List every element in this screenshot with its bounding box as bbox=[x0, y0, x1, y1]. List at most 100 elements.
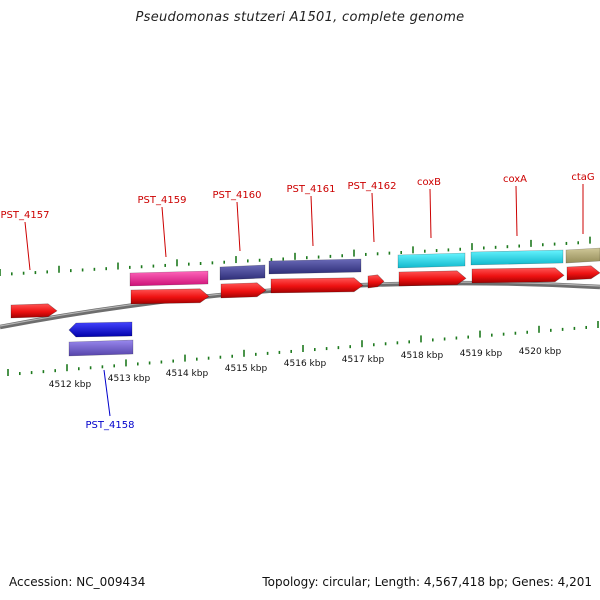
outer-track-major-tick bbox=[235, 256, 237, 264]
outer-track-major-tick bbox=[117, 262, 119, 270]
inner-track-minor-tick bbox=[573, 326, 576, 330]
inner-track-minor-tick bbox=[443, 337, 446, 341]
inner-track-major-tick bbox=[125, 359, 127, 367]
inner-track-minor-tick bbox=[455, 336, 458, 340]
inner-track-minor-tick bbox=[78, 367, 80, 371]
feature-box-pst-4158[interactable] bbox=[68, 339, 134, 357]
inner-track-minor-tick bbox=[561, 327, 564, 331]
gene-label-pst-4162[interactable]: PST_4162 bbox=[348, 181, 397, 192]
outer-track-minor-tick bbox=[518, 244, 520, 248]
inner-track-minor-tick bbox=[349, 345, 351, 349]
gene-label-pst-4161[interactable]: PST_4161 bbox=[287, 184, 336, 195]
axis-label-4514: 4514 kbp bbox=[166, 369, 209, 379]
inner-track-minor-tick bbox=[526, 330, 528, 334]
map-title: Pseudomonas stutzeri A1501, complete gen… bbox=[135, 10, 465, 25]
outer-track-minor-tick bbox=[46, 270, 48, 274]
outer-track-minor-tick bbox=[22, 271, 25, 275]
feature-box-coxa[interactable] bbox=[470, 249, 564, 266]
gene-label-ctag[interactable]: ctaG bbox=[571, 172, 594, 183]
outer-track-minor-tick bbox=[365, 252, 367, 256]
feature-box-coxb[interactable] bbox=[397, 252, 466, 269]
cds-arrow-coxb[interactable] bbox=[398, 270, 467, 287]
cds-arrow-pst-4158[interactable] bbox=[68, 321, 133, 338]
genome-summary-text: Topology: circular; Length: 4,567,418 bp… bbox=[262, 575, 592, 589]
inner-track-minor-tick bbox=[432, 338, 434, 342]
cds-arrow-coxa[interactable] bbox=[471, 267, 565, 284]
inner-track-minor-tick bbox=[160, 360, 163, 364]
cds-arrow-pst-4162[interactable] bbox=[367, 274, 385, 289]
cds-arrow-pst-4161[interactable] bbox=[270, 277, 364, 294]
outer-track-minor-tick bbox=[341, 254, 343, 258]
inner-track-minor-tick bbox=[42, 370, 45, 374]
outer-track-minor-tick bbox=[553, 242, 556, 246]
gene-label-pst-4159[interactable]: PST_4159 bbox=[138, 195, 187, 206]
inner-track-major-tick bbox=[479, 330, 481, 338]
cds-arrow-pst-4159[interactable] bbox=[130, 288, 210, 305]
inner-track-minor-tick bbox=[550, 328, 552, 332]
inner-track-major-tick bbox=[420, 335, 422, 343]
outer-track-minor-tick bbox=[258, 258, 261, 262]
outer-track-minor-tick bbox=[424, 249, 426, 253]
outer-track-minor-tick bbox=[247, 259, 249, 263]
outer-track-minor-tick bbox=[129, 265, 131, 269]
outer-track-minor-tick bbox=[11, 272, 13, 276]
inner-track-minor-tick bbox=[219, 355, 222, 359]
outer-track-minor-tick bbox=[81, 268, 84, 272]
outer-track-minor-tick bbox=[400, 251, 402, 254]
leader-pst-4162 bbox=[371, 192, 375, 243]
outer-track-minor-tick bbox=[459, 247, 461, 251]
outer-track-major-tick bbox=[471, 243, 473, 251]
outer-track-major-tick bbox=[294, 252, 296, 260]
feature-box-pst-4160[interactable] bbox=[219, 264, 266, 281]
feature-box-ctag[interactable] bbox=[565, 247, 600, 264]
outer-track-minor-tick bbox=[306, 256, 308, 260]
inner-track-minor-tick bbox=[514, 331, 517, 335]
axis-label-4517: 4517 kbp bbox=[342, 355, 385, 365]
cds-arrow-pst-4160[interactable] bbox=[220, 282, 267, 299]
gene-label-coxa[interactable]: coxA bbox=[503, 174, 527, 185]
outer-track-minor-tick bbox=[329, 254, 332, 258]
axis-label-4518: 4518 kbp bbox=[401, 351, 444, 361]
axis-label-4512: 4512 kbp bbox=[49, 380, 92, 390]
inner-track-minor-tick bbox=[384, 342, 387, 346]
outer-track-minor-tick bbox=[223, 260, 225, 264]
feature-box-pst-4159[interactable] bbox=[129, 270, 209, 287]
inner-track-minor-tick bbox=[325, 347, 328, 351]
inner-track-minor-tick bbox=[502, 332, 505, 336]
leader-pst-4161 bbox=[310, 195, 314, 247]
inner-track-major-tick bbox=[538, 325, 540, 333]
inner-track-major-tick bbox=[66, 364, 68, 372]
outer-track-minor-tick bbox=[494, 245, 497, 249]
inner-track-major-tick bbox=[184, 354, 186, 362]
gene-label-pst-4157[interactable]: PST_4157 bbox=[1, 210, 50, 221]
outer-track-minor-tick bbox=[211, 261, 214, 265]
inner-track-major-tick bbox=[302, 345, 304, 352]
inner-track-major-tick bbox=[597, 321, 599, 328]
cds-arrow-ctag[interactable] bbox=[566, 265, 600, 281]
gene-label-coxb[interactable]: coxB bbox=[417, 177, 441, 188]
feature-box-pst-4161[interactable] bbox=[268, 258, 362, 275]
leader-pst-4157 bbox=[24, 221, 31, 271]
outer-track-major-tick bbox=[353, 249, 355, 257]
leader-coxa bbox=[515, 185, 518, 237]
outer-track-major-tick bbox=[589, 236, 591, 244]
outer-track-major-tick bbox=[58, 265, 60, 273]
inner-tick-track bbox=[7, 321, 599, 376]
gene-label-pst-4158[interactable]: PST_4158 bbox=[86, 420, 135, 431]
inner-track-major-tick bbox=[7, 369, 9, 376]
inner-track-minor-tick bbox=[314, 348, 316, 352]
inner-track-minor-tick bbox=[89, 366, 92, 370]
cds-arrow-pst-4157[interactable] bbox=[10, 303, 58, 319]
inner-track-minor-tick bbox=[113, 364, 115, 368]
outer-track-minor-tick bbox=[506, 245, 509, 249]
inner-track-minor-tick bbox=[585, 325, 587, 329]
outer-track-minor-tick bbox=[105, 267, 107, 271]
inner-track-minor-tick bbox=[278, 350, 281, 354]
outer-track-minor-tick bbox=[70, 269, 72, 273]
outer-track-minor-tick bbox=[282, 257, 284, 261]
inner-track-major-tick bbox=[243, 349, 245, 357]
inner-track-minor-tick bbox=[408, 340, 410, 344]
outer-track-minor-tick bbox=[542, 243, 544, 247]
gene-label-pst-4160[interactable]: PST_4160 bbox=[213, 190, 262, 201]
inner-track-minor-tick bbox=[337, 346, 340, 350]
